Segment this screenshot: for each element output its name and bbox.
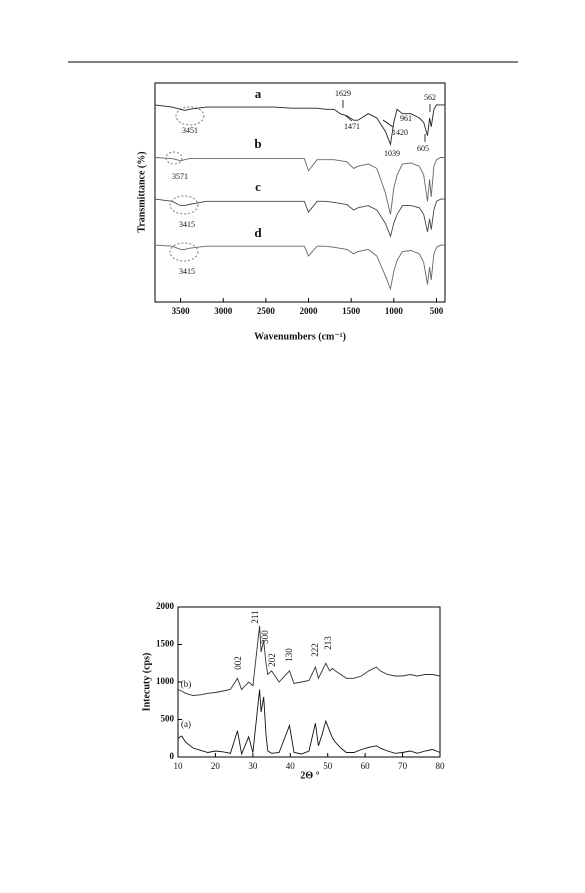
arrow bbox=[345, 115, 353, 122]
x-axis-label: Wavenumbers (cm⁻¹) bbox=[254, 331, 346, 342]
x-tick-label: 60 bbox=[361, 761, 371, 771]
annotation: 3451 bbox=[182, 126, 198, 135]
annotation: 213 bbox=[323, 636, 333, 650]
y-axis-label: Intecuty (cps) bbox=[141, 653, 152, 712]
annotation: 211 bbox=[250, 610, 260, 623]
arrows bbox=[342, 100, 431, 142]
series-label: (a) bbox=[181, 719, 191, 729]
series-label: d bbox=[254, 225, 262, 240]
arrow bbox=[382, 119, 394, 128]
ellipse bbox=[175, 106, 205, 126]
annotation: 1629 bbox=[335, 89, 351, 98]
x-tick-label: 70 bbox=[398, 761, 408, 771]
x-tick-label: 1500 bbox=[342, 306, 361, 316]
annotation: 202 bbox=[267, 653, 277, 667]
x-tick-label: 20 bbox=[211, 761, 221, 771]
x-tick-label: 80 bbox=[436, 761, 446, 771]
annotation: 002 bbox=[233, 656, 243, 670]
x-tick-label: 500 bbox=[430, 306, 444, 316]
x-tick-label: 30 bbox=[248, 761, 258, 771]
annotation: 562 bbox=[424, 93, 436, 102]
series-line bbox=[154, 157, 445, 215]
x-tick-label: 2500 bbox=[257, 306, 276, 316]
y-tick-label: 0 bbox=[170, 751, 175, 761]
series-label: c bbox=[255, 179, 261, 194]
y-axis-label: Transmittance (%) bbox=[136, 151, 147, 232]
annotation: 3415 bbox=[179, 220, 195, 229]
x-tick-label: 50 bbox=[323, 761, 333, 771]
annotation: 3571 bbox=[172, 172, 188, 181]
annotation: 222 bbox=[310, 643, 320, 657]
y-tick-label: 500 bbox=[161, 714, 175, 724]
series-line bbox=[177, 625, 441, 696]
series-label: a bbox=[255, 86, 262, 101]
x-tick-label: 3500 bbox=[172, 306, 191, 316]
ellipse bbox=[169, 195, 199, 215]
x-tick-label: 40 bbox=[286, 761, 296, 771]
series-line bbox=[154, 198, 445, 238]
plot-frame bbox=[154, 82, 446, 303]
ellipse bbox=[169, 242, 199, 262]
series-line bbox=[154, 244, 445, 291]
x-tick-label: 10 bbox=[174, 761, 184, 771]
annotation: 1039 bbox=[384, 149, 400, 158]
x-tick-label: 1000 bbox=[385, 306, 404, 316]
series-line bbox=[154, 104, 445, 147]
y-tick-label: 2000 bbox=[156, 601, 175, 611]
annotation: 3415 bbox=[179, 267, 195, 276]
annotation: 130 bbox=[284, 648, 294, 662]
y-tick-label: 1000 bbox=[156, 676, 175, 686]
series-line bbox=[177, 689, 441, 756]
annotation: 300 bbox=[260, 630, 270, 644]
series-label: (b) bbox=[181, 679, 192, 689]
x-axis-label: 2Θ ° bbox=[300, 770, 319, 781]
annotation: 605 bbox=[417, 144, 429, 153]
x-tick-label: 3000 bbox=[214, 306, 233, 316]
series-label: b bbox=[254, 136, 261, 151]
annotation: 1420 bbox=[392, 128, 408, 137]
annotation: 961 bbox=[400, 114, 412, 123]
annotation: 1471 bbox=[344, 122, 360, 131]
y-tick-label: 1500 bbox=[156, 639, 175, 649]
x-tick-label: 2000 bbox=[300, 306, 319, 316]
